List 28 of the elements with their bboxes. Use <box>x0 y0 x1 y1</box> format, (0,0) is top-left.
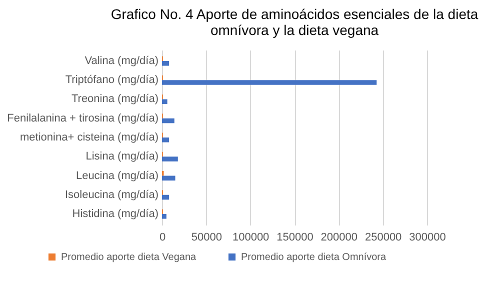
x-tick-label: 50000 <box>191 232 222 244</box>
bar <box>162 214 166 219</box>
y-tick-label: Lisina (mg/día) <box>86 150 158 163</box>
y-tick-label: Isoleucina (mg/día) <box>64 188 158 201</box>
y-tick-label: Histidina (mg/día) <box>72 208 158 220</box>
bar <box>162 176 176 181</box>
y-tick-label: Treonina (mg/día) <box>71 93 158 106</box>
bar <box>162 138 170 142</box>
bar <box>162 194 170 200</box>
legend-label: Promedio aporte dieta Vegana <box>61 252 197 263</box>
bar <box>162 99 168 104</box>
y-tick-label: Fenilalanina + tirosina (mg/día) <box>7 112 158 124</box>
y-tick-label: Triptófano (mg/día) <box>65 74 158 86</box>
bar <box>162 80 377 85</box>
bar <box>162 156 178 162</box>
y-tick-label: Valina (mg/día) <box>84 54 158 67</box>
x-tick-label: 0 <box>159 232 166 244</box>
x-tick-label: 250000 <box>364 232 402 244</box>
y-tick-label: metionina+ cisteina (mg/día) <box>20 132 158 144</box>
y-tick-label: Leucina (mg/día) <box>76 170 158 182</box>
x-tick-label: 100000 <box>232 232 270 244</box>
bar <box>162 118 174 124</box>
x-tick-label: 150000 <box>276 232 314 244</box>
x-tick-label: 200000 <box>320 232 358 244</box>
legend-label: Promedio aporte dieta Omnívora <box>241 252 387 263</box>
x-tick-label: 300000 <box>409 232 446 244</box>
bar <box>162 60 170 66</box>
chart-title: Grafico No. 4 Aporte de aminoácidos esenciales de la dieta omnívora y la dieta vegana <box>110 6 478 38</box>
